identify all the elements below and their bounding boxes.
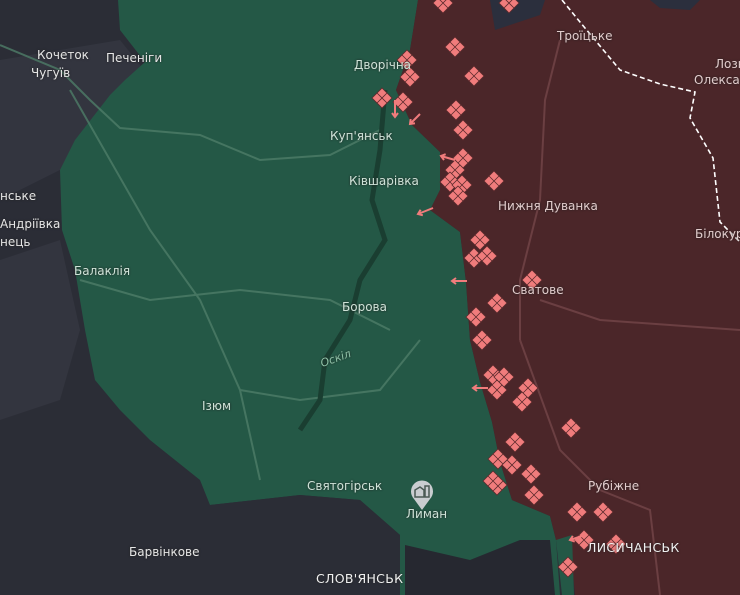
attack-arrow-icon — [568, 534, 586, 543]
region-occupied — [396, 0, 740, 595]
fortification-diamond-icon — [501, 454, 523, 476]
attack-arrows — [391, 100, 586, 543]
fortification-diamond-icon — [483, 170, 505, 192]
label-troitske: Троїцьке — [557, 29, 613, 43]
fortification-diamond-icon — [557, 556, 579, 578]
fortification-diamond-icon — [486, 292, 508, 314]
fortification-diamond-icon — [465, 306, 487, 328]
label-nanske: нське — [0, 189, 37, 203]
label-lyman[interactable]: Лиман — [406, 507, 448, 521]
label-borova: Борова — [342, 300, 387, 314]
label-izium: Ізюм — [202, 399, 232, 413]
attack-arrow-icon — [408, 113, 421, 126]
state-border — [561, 0, 740, 243]
label-oleksandrivka: Олексан — [694, 73, 740, 87]
fortification-diamond-icon — [504, 431, 526, 453]
fortification-diamond-icon — [469, 229, 491, 251]
fortification-diamond-icon — [498, 0, 520, 14]
fortification-diamond-icon — [463, 65, 485, 87]
fortification-diamond-icon — [452, 119, 474, 141]
label-kivsharivka: Ківшарівка — [349, 174, 419, 188]
attack-arrow-icon — [391, 100, 399, 119]
fortification-diamond-icon — [482, 470, 504, 492]
label-barvinkove: Барвінкове — [129, 545, 200, 559]
label-dvorichna: Дворічна — [354, 58, 412, 72]
attack-arrow-icon — [439, 153, 456, 161]
fortification-diamond-icon — [560, 417, 582, 439]
terrain-dark-patch — [0, 40, 160, 420]
attack-arrow-icon — [471, 384, 488, 392]
fortification-diamond-icon — [486, 379, 508, 401]
label-chuhuiv: Чугуїв — [31, 66, 71, 80]
fortification-diamond-icon — [399, 66, 421, 88]
attack-arrow-icon — [416, 207, 434, 217]
fortification-diamond-icon — [444, 36, 466, 58]
region-bottom-dark-2 — [405, 540, 555, 595]
city-buildings-pin-icon[interactable] — [408, 477, 436, 511]
label-sviatohirsk: Святогірськ — [307, 479, 383, 493]
label-kochetok: Кочеток — [37, 48, 89, 62]
fortification-diamond-icon — [432, 0, 454, 14]
label-kupiansk: Куп'янськ — [330, 129, 393, 143]
label-lozno: Лозно- — [715, 57, 740, 71]
region-top-dark — [490, 0, 700, 30]
label-bilokurakyne: Білокур — [695, 227, 740, 241]
label-sloviansk: СЛОВ'ЯНСЬК — [316, 571, 404, 586]
fortification-diamond-icon — [471, 329, 493, 351]
label-rubizhne: Рубіжне — [588, 479, 640, 493]
label-andriivka: Андріївка — [0, 217, 61, 231]
region-bottom-dark — [210, 495, 400, 595]
fortification-diamond-icon — [592, 501, 614, 523]
label-pechenihy: Печеніги — [106, 51, 163, 65]
fortification-diamond-icon — [447, 185, 469, 207]
fortification-diamond-icon — [511, 391, 533, 413]
fortification-diamond-icon — [445, 99, 467, 121]
label-balakliia: Балаклія — [74, 264, 131, 278]
label-svatove: Сватове — [512, 283, 564, 297]
fortification-diamond-icon — [520, 463, 542, 485]
fortification-markers — [371, 0, 627, 578]
label-lysychansk: ЛИСИЧАНСЬК — [587, 540, 680, 555]
fortification-diamond-icon — [521, 269, 543, 291]
label-nets: нець — [0, 235, 31, 249]
fortification-diamond-icon — [476, 245, 498, 267]
river-oskil — [297, 89, 388, 432]
fortification-diamond-icon — [523, 484, 545, 506]
fortification-diamond-icon — [392, 91, 414, 113]
label-nyzhnia-duvanka: Нижня Дуванка — [498, 199, 598, 213]
fortification-diamond-icon — [566, 501, 588, 523]
fortification-diamond-icon — [605, 533, 627, 555]
roads-occupied — [519, 39, 740, 595]
fortification-diamond-icon — [371, 87, 393, 109]
attack-arrow-icon — [450, 277, 467, 285]
